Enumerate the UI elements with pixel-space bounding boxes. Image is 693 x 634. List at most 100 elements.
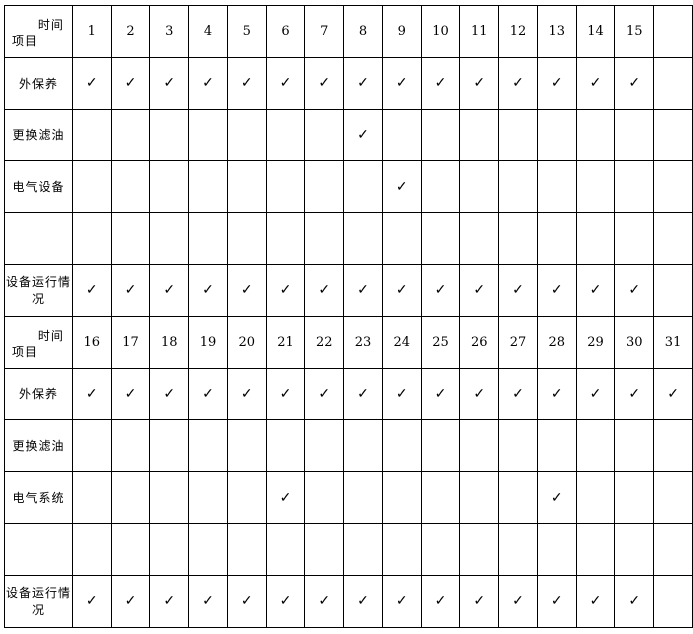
check-mark-icon: ✓ [318,593,331,610]
table-cell: ✓ [536,367,577,421]
table-cell [343,160,383,214]
table-cell [265,160,306,214]
table-cell [653,471,693,524]
table-cell [110,160,151,214]
row-label-cell: 更换滤油 [4,419,73,473]
day-header-cell: 2 [110,5,151,58]
check-mark-icon: ✓ [240,593,253,610]
check-mark-icon: ✓ [589,282,602,299]
table-cell: ✓ [381,263,422,317]
table-cell [614,471,655,524]
table-cell [110,419,151,473]
check-mark-icon: ✓ [628,385,641,402]
check-mark-icon: ✓ [589,75,602,92]
check-mark-icon: ✓ [473,593,486,610]
check-mark-icon: ✓ [240,385,253,402]
table-cell [575,419,616,473]
check-mark-icon: ✓ [124,282,137,299]
table-cell: ✓ [653,367,693,421]
check-mark-icon: ✓ [85,593,98,610]
header-corner-cell: 时间 项目 [4,5,73,58]
check-mark-icon: ✓ [550,489,563,506]
check-mark-icon: ✓ [357,385,369,402]
table-cell [149,160,190,214]
table-cell [614,419,655,473]
table-cell [498,212,538,265]
day-header-cell [653,5,693,58]
check-mark-icon: ✓ [163,282,176,299]
day-header-cell: 22 [304,315,345,369]
day-header-cell: 24 [381,315,422,369]
table-cell [653,212,693,265]
table-cell [536,160,577,214]
day-header-cell: 4 [188,5,228,58]
check-mark-icon: ✓ [628,75,641,92]
day-header-cell: 8 [343,5,383,58]
table-cell [71,160,112,214]
check-mark-icon: ✓ [434,75,447,92]
table-cell: ✓ [304,367,345,421]
table-cell: ✓ [498,263,538,317]
table-cell [459,419,500,473]
table-row: 外保养 ✓ ✓ ✓ ✓ ✓ ✓ ✓ ✓ ✓ ✓ ✓ ✓ ✓ ✓ ✓ ✓ [4,367,693,421]
table-cell [420,419,461,473]
table-cell [459,108,500,162]
table-row: 电气设备 ✓ [4,160,693,214]
table-cell [575,108,616,162]
table-cell [188,212,228,265]
table-cell: ✓ [110,367,151,421]
table-cell [653,263,693,317]
table-cell [381,522,422,576]
check-mark-icon: ✓ [124,385,137,402]
table-cell: ✓ [149,367,190,421]
check-mark-icon: ✓ [163,75,176,92]
table-row: 设备运行情况 ✓ ✓ ✓ ✓ ✓ ✓ ✓ ✓ ✓ ✓ ✓ ✓ ✓ ✓ ✓ [4,263,693,317]
table-cell [381,471,422,524]
check-mark-icon: ✓ [124,75,137,92]
day-header-cell: 5 [226,5,267,58]
table-cell [149,471,190,524]
table-cell: ✓ [265,367,306,421]
table-cell [498,160,538,214]
table-cell: ✓ [226,367,267,421]
check-mark-icon: ✓ [240,75,253,92]
check-mark-icon: ✓ [124,593,137,610]
table-cell [459,212,500,265]
table-cell: ✓ [71,56,112,110]
day-header-cell: 16 [71,315,112,369]
table-cell [420,108,461,162]
header-item-label: 项目 [12,33,39,48]
table-cell [71,471,112,524]
check-mark-icon: ✓ [512,282,524,299]
check-mark-icon: ✓ [434,593,447,610]
table-row: 电气系统 ✓ ✓ [4,471,693,524]
table-cell [149,212,190,265]
table-cell: ✓ [381,160,422,214]
day-header-cell: 14 [575,5,616,58]
table-cell: ✓ [381,56,422,110]
table-cell: ✓ [575,263,616,317]
table-cell [226,471,267,524]
header-item-label: 项目 [12,344,39,359]
check-mark-icon: ✓ [279,75,292,92]
table-cell: ✓ [498,367,538,421]
header-corner-cell: 时间 项目 [4,315,73,369]
check-mark-icon: ✓ [163,593,176,610]
check-mark-icon: ✓ [279,489,292,506]
table-cell [420,160,461,214]
table-cell [653,108,693,162]
table-cell: ✓ [71,574,112,628]
table-cell [653,574,693,628]
table-cell: ✓ [459,367,500,421]
table-cell: ✓ [265,56,306,110]
table-cell: ✓ [304,56,345,110]
table-cell [149,108,190,162]
table-cell: ✓ [343,574,383,628]
table-cell [381,108,422,162]
day-header-cell: 18 [149,315,190,369]
header-row: 时间 项目 16 17 18 19 20 21 22 23 24 25 26 27 28 29 30 31 [4,315,693,369]
table-cell [304,471,345,524]
table-cell: ✓ [226,56,267,110]
table-cell [226,212,267,265]
table-cell [265,212,306,265]
